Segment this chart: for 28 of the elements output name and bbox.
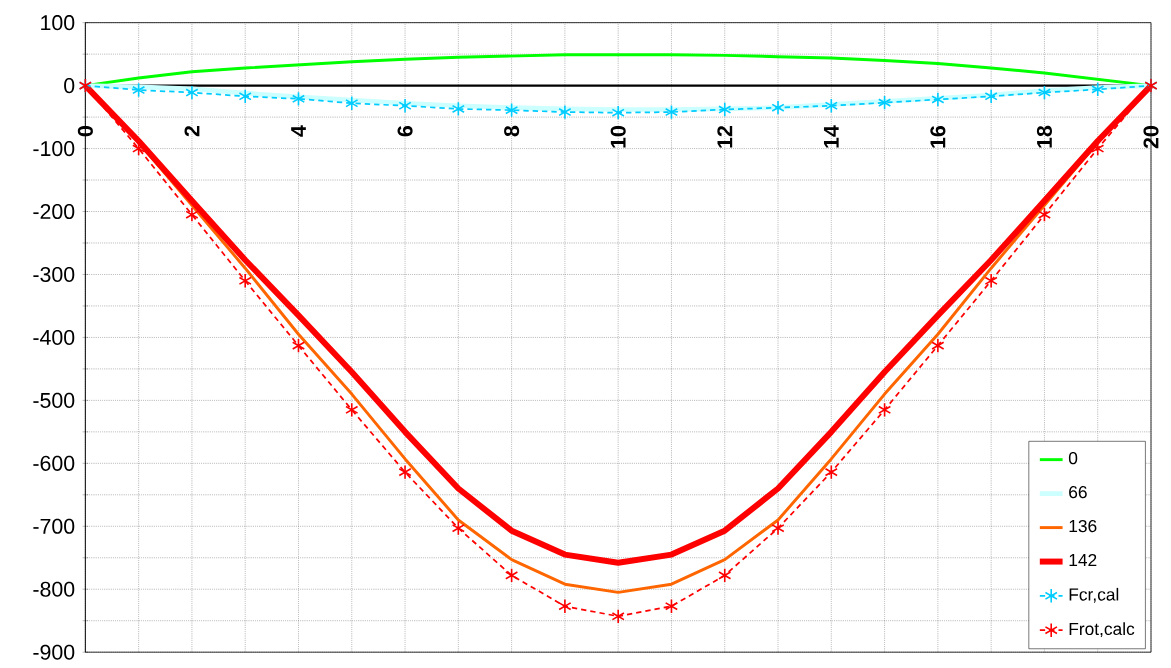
x-tick-label: 10 [610,125,626,148]
x-tick-label: 12 [717,125,733,148]
x-tick-label: 8 [504,125,520,137]
y-tick-label: -400 [33,329,75,345]
y-tick-label: -100 [33,140,75,157]
x-tick-label: 6 [397,125,413,137]
y-tick-label: -800 [33,581,75,597]
y-tick-label: -700 [33,518,75,534]
x-tick-label: 4 [291,125,306,137]
x-tick-label: 18 [1036,125,1052,148]
y-tick-label: 0 [64,77,75,94]
x-tick-label: 16 [930,125,946,148]
legend-label: Frot,calc [1069,622,1135,638]
x-tick-label: 2 [184,125,200,137]
y-tick-label: -900 [33,644,75,660]
legend-label: 136 [1069,519,1097,533]
legend-label: 66 [1069,485,1087,499]
y-tick-label: 100 [41,15,75,31]
y-tick-label: -500 [33,392,75,408]
x-tick-label: 20 [1143,125,1159,149]
legend-label: 142 [1069,553,1097,566]
legend-label: 0 [1068,451,1078,465]
y-tick-label: -300 [33,266,75,282]
x-tick-label: 14 [823,125,839,148]
legend-label: Fcr,cal [1069,587,1119,603]
y-tick-label: -200 [33,203,75,219]
x-tick-label: 0 [77,125,93,137]
y-tick-label: -600 [33,455,75,471]
